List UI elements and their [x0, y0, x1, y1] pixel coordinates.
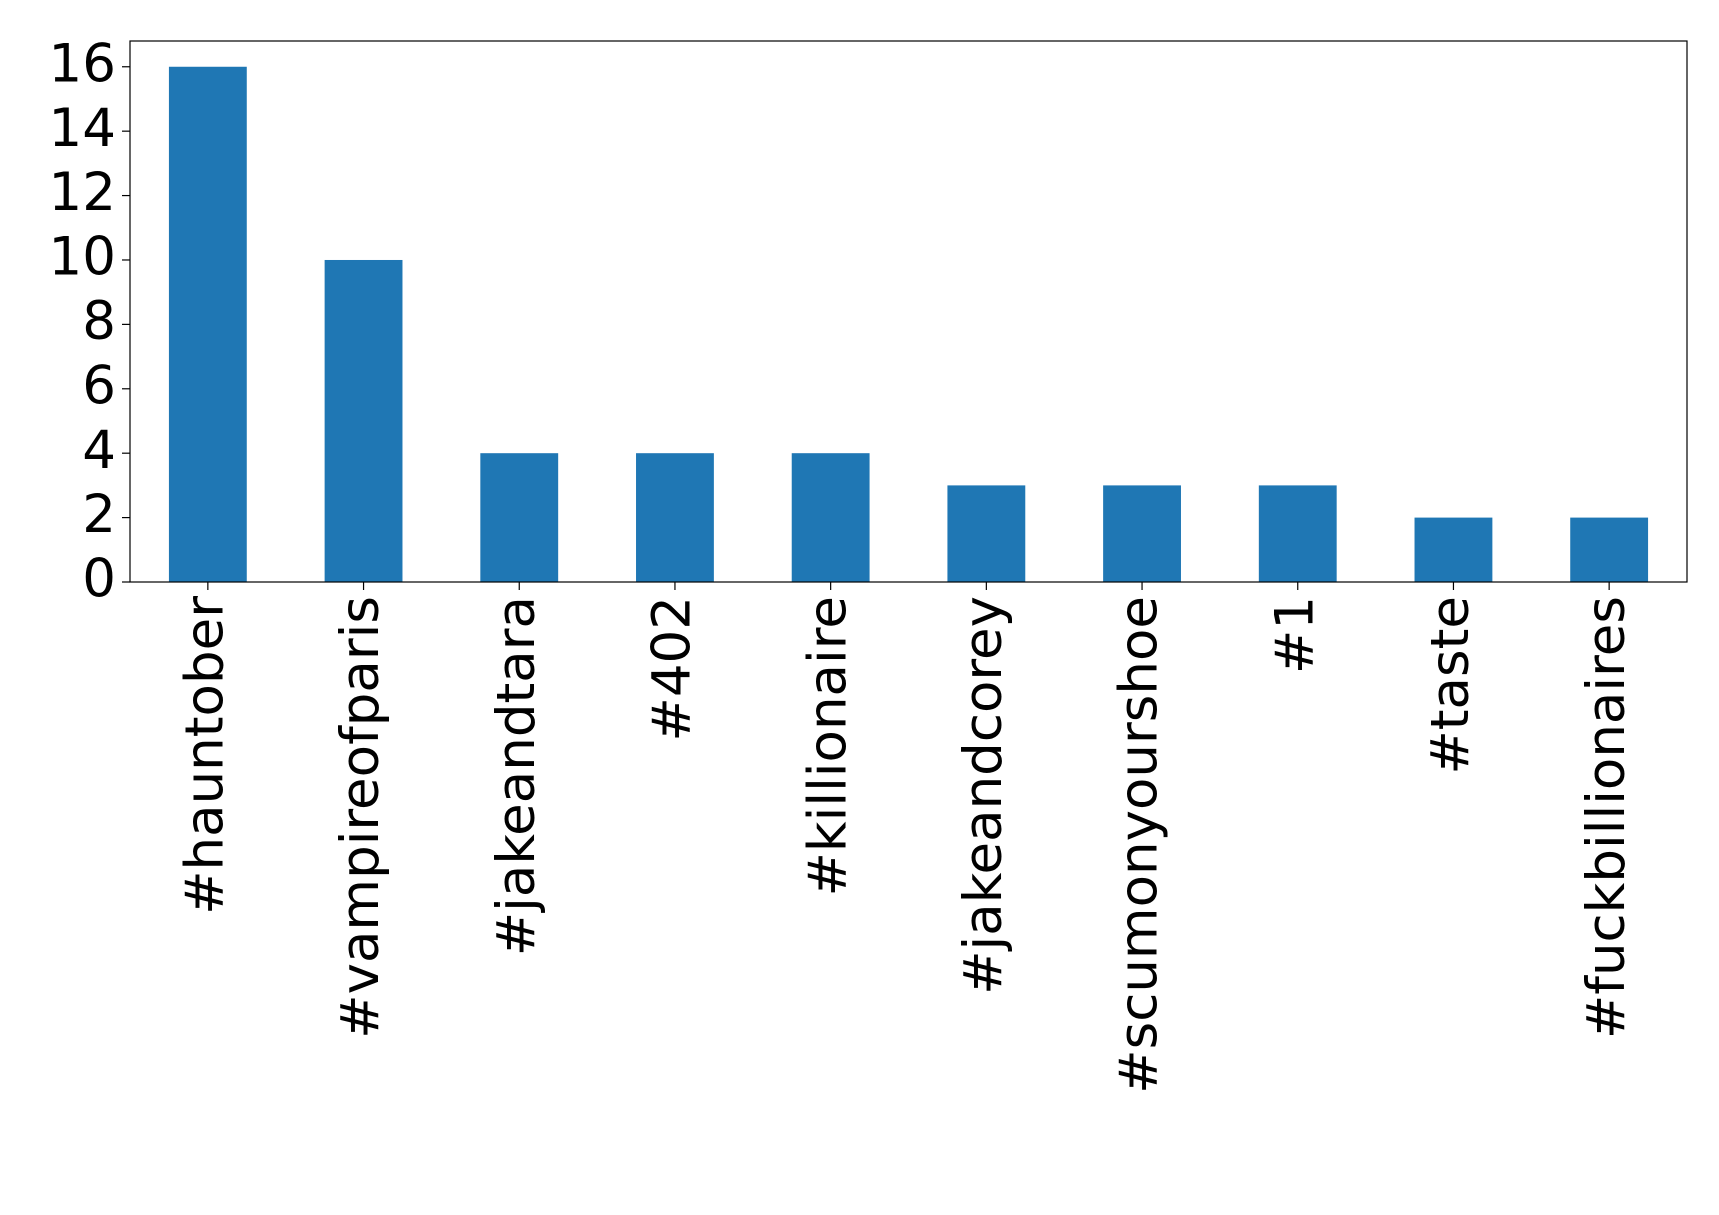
y-tick-label: 2	[82, 484, 116, 545]
bar	[480, 453, 559, 582]
x-tick-label: #vampireofparis	[330, 596, 391, 1039]
bar	[1258, 485, 1337, 582]
y-tick-label: 12	[49, 162, 116, 223]
x-tick-label: #killionaire	[797, 596, 858, 896]
x-tick-label: #jakeandcorey	[953, 596, 1014, 995]
bar	[324, 259, 403, 582]
x-tick-label: #fuckbillionaires	[1576, 596, 1637, 1039]
x-tick-label: #1	[1264, 596, 1325, 674]
y-tick-label: 10	[49, 227, 116, 288]
y-tick-label: 6	[82, 355, 116, 416]
plot-frame	[129, 40, 1688, 583]
x-tick-label: #taste	[1420, 596, 1481, 775]
bar	[1570, 517, 1649, 582]
bar	[947, 485, 1026, 582]
y-tick-label: 0	[82, 549, 116, 610]
bar	[636, 453, 714, 582]
x-tick-label: #jakeandtara	[486, 596, 547, 956]
bar	[168, 66, 247, 582]
y-tick-label: 8	[82, 291, 116, 352]
x-tick-label: #scumonyourshoe	[1109, 596, 1170, 1094]
y-tick-label: 4	[82, 420, 116, 481]
bar	[1414, 517, 1493, 582]
bar	[791, 453, 870, 582]
bar	[1103, 485, 1181, 582]
y-tick-label: 16	[49, 33, 116, 94]
x-tick-label: #402	[642, 596, 703, 742]
x-tick-label: #hauntober	[174, 596, 235, 915]
y-tick-label: 14	[49, 98, 116, 159]
